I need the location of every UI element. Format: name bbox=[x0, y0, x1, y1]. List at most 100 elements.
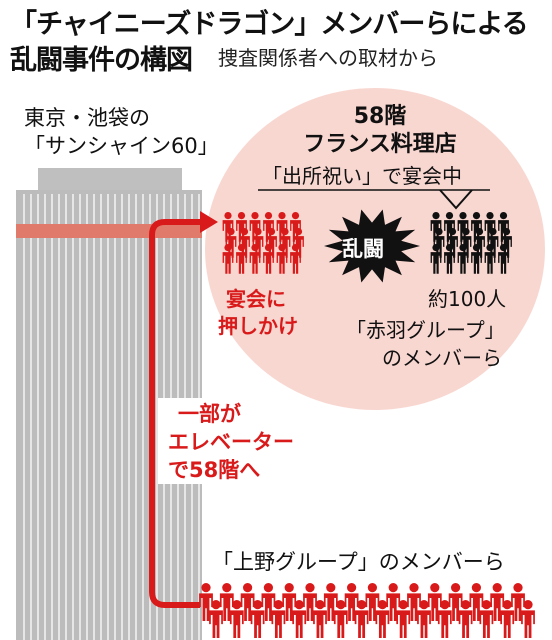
person-icon bbox=[357, 600, 367, 610]
arrowhead-icon bbox=[200, 211, 218, 233]
person-icon bbox=[430, 583, 440, 593]
person-body bbox=[292, 610, 307, 638]
title-line2: 乱闘事件の構図 bbox=[10, 45, 193, 76]
person-icon bbox=[243, 583, 253, 593]
person-icon bbox=[232, 600, 242, 610]
person-icon bbox=[315, 600, 325, 610]
person-icon bbox=[432, 212, 440, 220]
person-body bbox=[471, 252, 482, 274]
ueno-group-people bbox=[199, 583, 535, 638]
person-icon bbox=[305, 583, 315, 593]
floor-label: 58階 bbox=[353, 104, 407, 129]
attackers-label-line1: 宴会に bbox=[226, 287, 286, 311]
person-icon bbox=[419, 600, 429, 610]
person-body bbox=[313, 610, 327, 638]
route-line2: エレベーター bbox=[168, 430, 294, 454]
person-icon bbox=[499, 244, 508, 252]
title-line1: 「チャイニーズドラゴン」メンバーらによる bbox=[10, 9, 529, 40]
person-icon bbox=[486, 244, 494, 252]
person-body bbox=[229, 610, 244, 638]
person-icon bbox=[281, 228, 289, 236]
person-icon bbox=[499, 212, 508, 220]
route-line1: 一部が bbox=[178, 402, 241, 426]
person-icon bbox=[284, 583, 294, 593]
person-icon bbox=[475, 228, 484, 236]
person-icon bbox=[481, 600, 491, 610]
person-body bbox=[333, 610, 348, 638]
speech-pointer bbox=[439, 189, 473, 210]
person-body bbox=[458, 610, 473, 638]
person-icon bbox=[445, 212, 454, 220]
person-icon bbox=[222, 583, 232, 593]
ueno-group-label: 「上野グループ」のメンバーら bbox=[212, 550, 505, 574]
party-label: 「出所祝い」で宴会中 bbox=[262, 164, 462, 188]
person-icon bbox=[240, 228, 249, 236]
person-icon bbox=[489, 228, 497, 236]
person-icon bbox=[492, 583, 502, 593]
person-icon bbox=[435, 228, 443, 236]
route-line3: で58階へ bbox=[168, 458, 261, 482]
person-icon bbox=[278, 244, 286, 252]
person-icon bbox=[462, 228, 470, 236]
person-icon bbox=[459, 212, 467, 220]
person-icon bbox=[472, 212, 481, 220]
person-icon bbox=[224, 212, 232, 220]
person-body bbox=[500, 610, 515, 638]
person-icon bbox=[263, 583, 273, 593]
attackers-group bbox=[222, 212, 304, 274]
person-body bbox=[354, 610, 369, 638]
person-icon bbox=[201, 583, 211, 593]
person-icon bbox=[254, 228, 262, 236]
person-icon bbox=[237, 212, 246, 220]
person-icon bbox=[448, 228, 457, 236]
person-body bbox=[396, 610, 411, 638]
person-icon bbox=[502, 600, 512, 610]
clash-label: 乱闘 bbox=[342, 237, 384, 261]
person-icon bbox=[486, 212, 494, 220]
person-icon bbox=[251, 212, 259, 220]
route-label-bg bbox=[158, 398, 308, 484]
person-icon bbox=[409, 583, 419, 593]
elevator-route-arrow bbox=[149, 219, 205, 608]
person-icon bbox=[388, 583, 398, 593]
clash-burst-icon bbox=[324, 209, 420, 283]
person-body bbox=[263, 252, 274, 274]
defenders-group-line2: のメンバーら bbox=[382, 346, 502, 370]
person-body bbox=[479, 610, 494, 638]
defenders-group bbox=[430, 212, 512, 274]
person-icon bbox=[211, 600, 221, 610]
attackers-label-line2: 押しかけ bbox=[218, 314, 298, 338]
person-icon bbox=[432, 244, 440, 252]
floor-58-band bbox=[16, 224, 202, 238]
person-icon bbox=[367, 583, 377, 593]
person-icon bbox=[471, 583, 481, 593]
person-icon bbox=[227, 228, 235, 236]
source-note: 捜査関係者への取材から bbox=[218, 46, 438, 70]
person-body bbox=[222, 252, 234, 274]
person-icon bbox=[294, 228, 303, 236]
person-body bbox=[250, 610, 265, 638]
building-label-line1: 東京・池袋の bbox=[24, 106, 150, 130]
person-icon bbox=[291, 212, 300, 220]
person-icon bbox=[451, 583, 461, 593]
person-icon bbox=[440, 600, 450, 610]
person-body bbox=[417, 610, 431, 638]
person-icon bbox=[377, 600, 387, 610]
person-body bbox=[290, 252, 301, 274]
person-icon bbox=[264, 244, 273, 252]
person-icon bbox=[326, 583, 336, 593]
person-icon bbox=[461, 600, 471, 610]
person-icon bbox=[523, 600, 533, 610]
person-body bbox=[484, 252, 496, 274]
person-icon bbox=[445, 244, 454, 252]
person-body bbox=[375, 610, 390, 638]
person-icon bbox=[502, 228, 511, 236]
restaurant-name: フランス料理店 bbox=[303, 132, 457, 157]
person-icon bbox=[291, 244, 300, 252]
person-body bbox=[444, 252, 455, 274]
person-icon bbox=[459, 244, 467, 252]
person-body bbox=[236, 252, 247, 274]
person-icon bbox=[251, 244, 259, 252]
defenders-count: 約100人 bbox=[428, 287, 507, 311]
